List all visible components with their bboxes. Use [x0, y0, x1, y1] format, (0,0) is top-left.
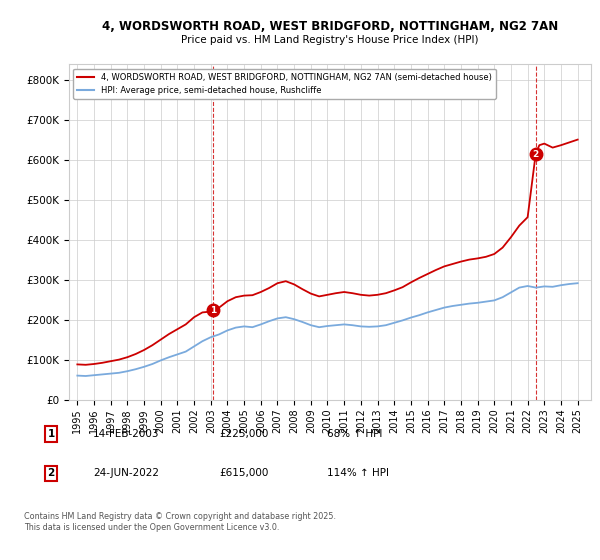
Text: £225,000: £225,000 — [219, 429, 268, 439]
Text: 2: 2 — [533, 150, 539, 159]
Text: 1: 1 — [47, 429, 55, 439]
Text: 1: 1 — [209, 306, 216, 315]
Text: 2: 2 — [47, 468, 55, 478]
Text: £615,000: £615,000 — [219, 468, 268, 478]
Text: 4, WORDSWORTH ROAD, WEST BRIDGFORD, NOTTINGHAM, NG2 7AN: 4, WORDSWORTH ROAD, WEST BRIDGFORD, NOTT… — [102, 20, 558, 32]
Text: 114% ↑ HPI: 114% ↑ HPI — [327, 468, 389, 478]
Text: Price paid vs. HM Land Registry's House Price Index (HPI): Price paid vs. HM Land Registry's House … — [181, 35, 479, 45]
Text: 68% ↑ HPI: 68% ↑ HPI — [327, 429, 382, 439]
Text: 14-FEB-2003: 14-FEB-2003 — [93, 429, 160, 439]
Text: 24-JUN-2022: 24-JUN-2022 — [93, 468, 159, 478]
Legend: 4, WORDSWORTH ROAD, WEST BRIDGFORD, NOTTINGHAM, NG2 7AN (semi-detached house), H: 4, WORDSWORTH ROAD, WEST BRIDGFORD, NOTT… — [73, 68, 496, 99]
Text: Contains HM Land Registry data © Crown copyright and database right 2025.
This d: Contains HM Land Registry data © Crown c… — [24, 512, 336, 532]
